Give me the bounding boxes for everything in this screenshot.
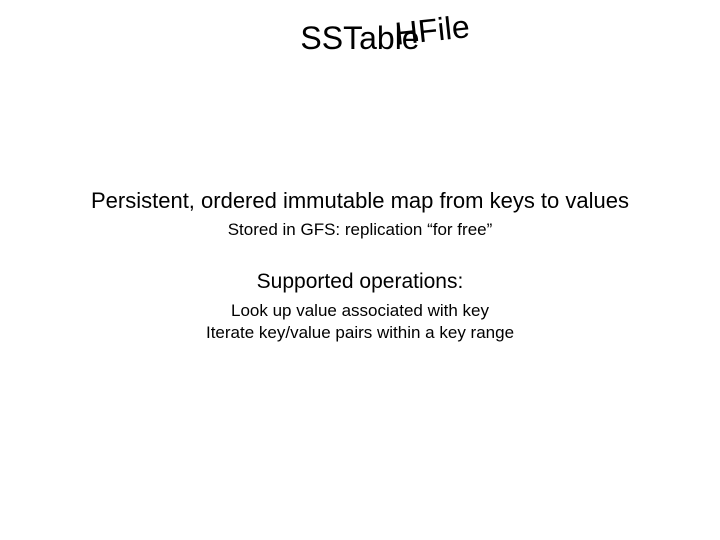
title-overlay: HFile <box>393 8 471 53</box>
operations-heading: Supported operations: <box>0 270 720 294</box>
body-area: Persistent, ordered immutable map from k… <box>0 188 720 344</box>
operations-line-1: Look up value associated with key <box>0 300 720 322</box>
slide: SSTable HFile Persistent, ordered immuta… <box>0 0 720 540</box>
title-area: SSTable <box>0 20 720 57</box>
operations-line-2: Iterate key/value pairs within a key ran… <box>0 322 720 344</box>
description-line: Persistent, ordered immutable map from k… <box>0 188 720 214</box>
sub-line: Stored in GFS: replication “for free” <box>0 220 720 240</box>
